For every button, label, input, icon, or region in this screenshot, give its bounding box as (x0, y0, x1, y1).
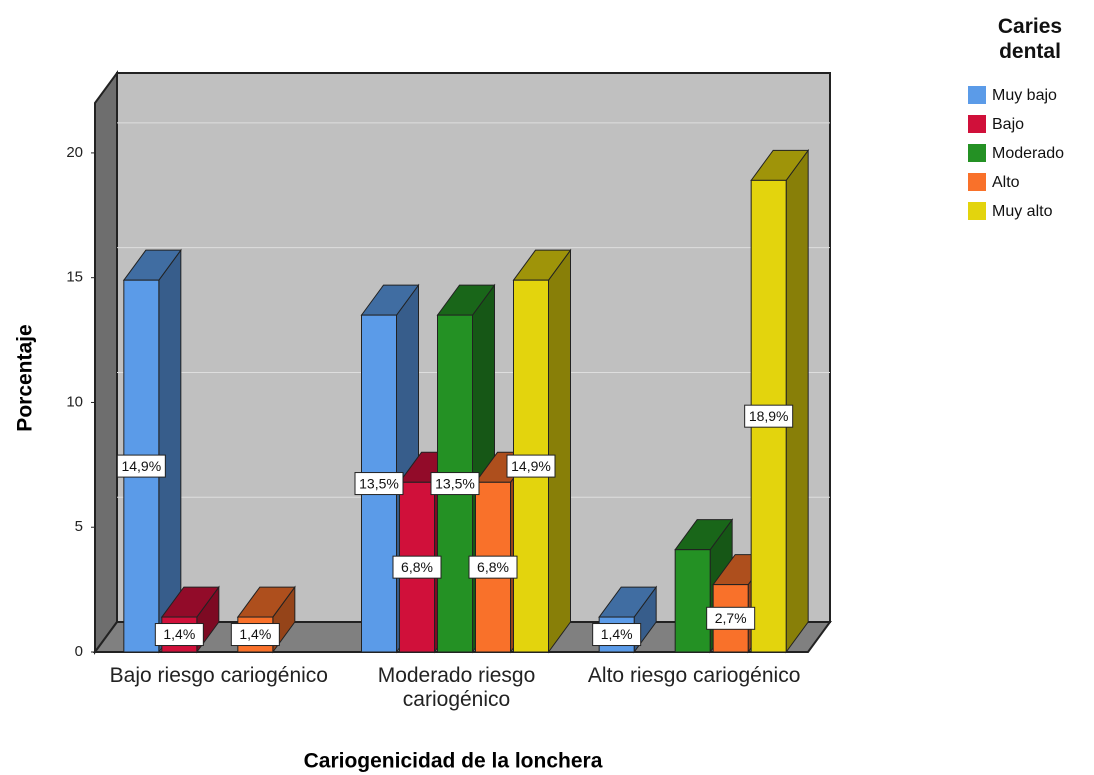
legend-label: Muy alto (992, 203, 1053, 220)
x-tick-label: Bajo riesgo cariogénico (109, 664, 328, 687)
y-tick-label: 10 (66, 393, 83, 410)
x-axis-title: Cariogenicidad de la lonchera (304, 750, 603, 773)
value-label-box (230, 623, 280, 647)
value-label: 13,5% (435, 475, 475, 491)
bar-side (785, 148, 809, 654)
value-label: 1,4% (239, 626, 271, 642)
value-label-box (392, 555, 442, 579)
legend-swatch (968, 86, 986, 104)
y-tick-label: 15 (66, 269, 83, 286)
value-label: 6,8% (401, 559, 433, 575)
legend-label: Alto (992, 174, 1020, 191)
value-label-box (706, 606, 756, 630)
value-label-box (468, 555, 518, 579)
value-label: 1,4% (163, 626, 195, 642)
left-wall (94, 69, 118, 656)
value-label-box (744, 404, 794, 428)
value-label-box (506, 454, 556, 478)
value-label: 18,9% (749, 408, 789, 424)
value-label-box (154, 623, 204, 647)
value-label: 2,7% (715, 610, 747, 626)
value-label: 13,5% (359, 475, 399, 491)
bar-side (158, 248, 182, 654)
x-tick-label: Alto riesgo cariogénico (587, 664, 801, 687)
value-label-box (116, 454, 166, 478)
y-tick-label: 20 (66, 144, 83, 161)
y-axis-title: Porcentaje (14, 324, 37, 431)
value-label: 14,9% (511, 458, 551, 474)
value-label: 1,4% (601, 626, 633, 642)
value-label: 14,9% (121, 458, 161, 474)
value-label-box (354, 472, 404, 496)
value-label-box (592, 623, 642, 647)
value-label: 6,8% (477, 559, 509, 575)
legend-label: Bajo (992, 116, 1024, 133)
legend-title: Caries dental (997, 15, 1063, 63)
legend-label: Moderado (992, 145, 1064, 162)
bar (674, 549, 711, 653)
legend-swatch (968, 115, 986, 133)
x-tick-label: Moderado riesgo cariogénico (377, 664, 536, 711)
y-tick-label: 0 (75, 643, 83, 660)
legend-label: Muy bajo (992, 87, 1057, 104)
bar-side (548, 248, 571, 654)
y-tick-label: 5 (75, 518, 83, 535)
legend-swatch (968, 144, 986, 162)
legend-swatch (968, 202, 986, 220)
legend-swatch (968, 173, 986, 191)
value-label-box (430, 472, 480, 496)
